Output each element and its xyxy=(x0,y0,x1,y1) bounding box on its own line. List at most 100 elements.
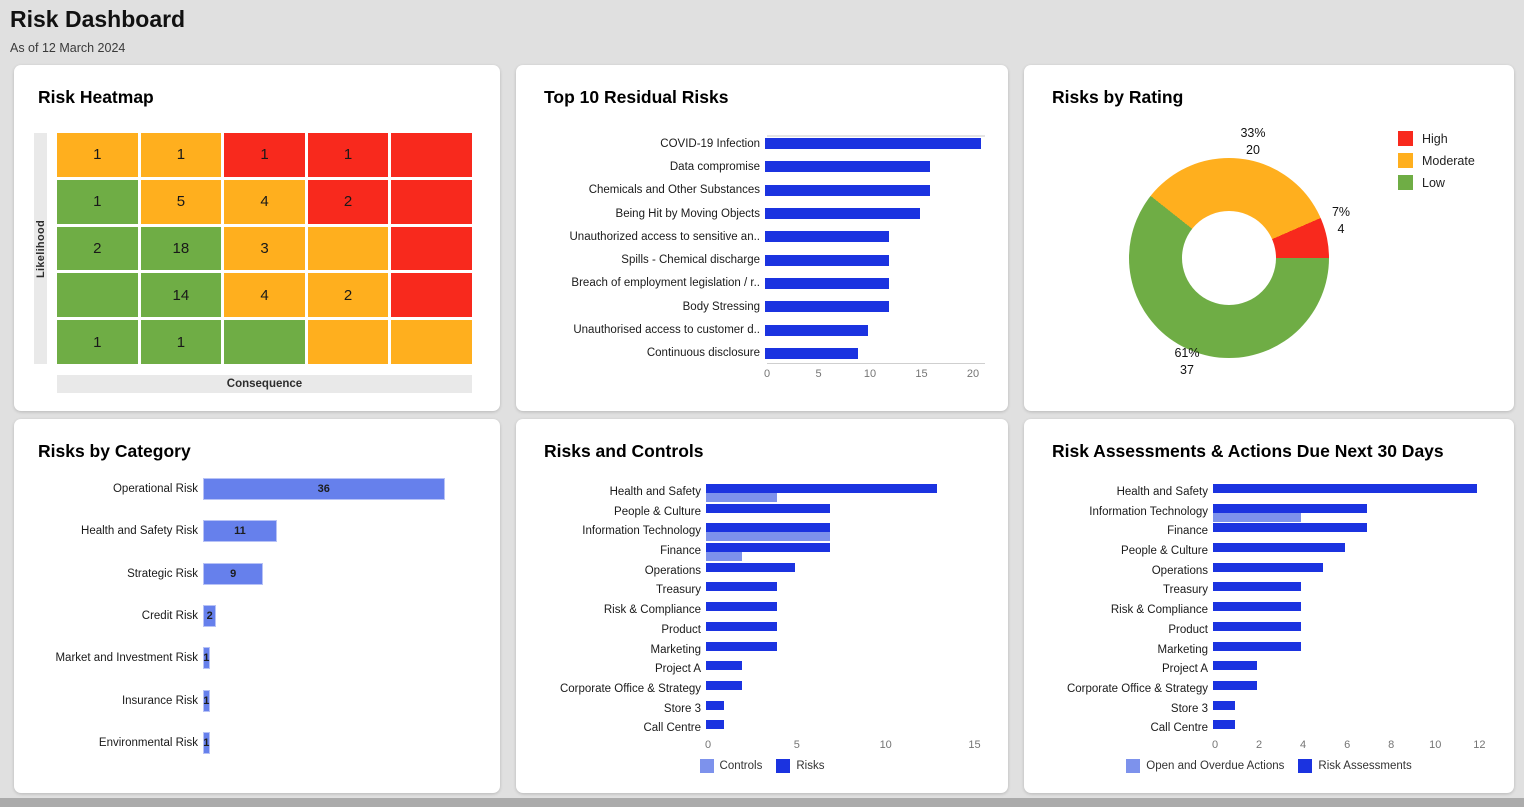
bar-segment[interactable] xyxy=(765,208,920,220)
bar-track xyxy=(706,719,1008,739)
bar-segment-primary[interactable] xyxy=(706,602,778,612)
bar-segment-secondary[interactable] xyxy=(706,532,831,542)
heatmap-cell[interactable] xyxy=(391,320,472,364)
bar-segment[interactable] xyxy=(765,324,868,336)
bar-segment[interactable] xyxy=(765,301,889,313)
x-axis-tick: 20 xyxy=(966,368,980,380)
heatmap-cell[interactable]: 5 xyxy=(140,179,222,224)
table-row: Marketing xyxy=(1024,641,1514,661)
bar-track xyxy=(1213,542,1514,562)
bar-segment[interactable] xyxy=(765,277,889,289)
table-row: Unauthorised access to customer d.. xyxy=(516,318,1008,341)
bar-segment-primary[interactable] xyxy=(1213,621,1302,631)
bar-segment-primary[interactable] xyxy=(706,700,724,710)
heatmap-cell[interactable] xyxy=(307,320,389,364)
bar-segment-primary[interactable] xyxy=(1213,582,1302,592)
bar-value-label: 9 xyxy=(230,567,237,580)
bar-segment[interactable] xyxy=(765,347,858,359)
heatmap-cell[interactable]: 1 xyxy=(307,133,389,177)
bar-segment-primary[interactable] xyxy=(1213,680,1258,690)
bar-segment-primary[interactable] xyxy=(1213,661,1258,671)
bar-segment-secondary[interactable] xyxy=(706,493,778,502)
bar-segment-primary[interactable] xyxy=(706,661,742,671)
heatmap-cell[interactable] xyxy=(391,273,472,318)
bar-segment-primary[interactable] xyxy=(706,503,831,513)
bar-segment-primary[interactable] xyxy=(1213,641,1302,651)
heatmap-cell[interactable]: 2 xyxy=(307,179,389,224)
bar-track xyxy=(765,248,1008,271)
bar-segment-primary[interactable] xyxy=(706,543,831,553)
heatmap-cell[interactable]: 1 xyxy=(224,133,305,177)
heatmap-cell[interactable] xyxy=(224,320,305,364)
x-axis-tick: 15 xyxy=(968,739,981,751)
bar-segment[interactable] xyxy=(765,161,930,173)
heatmap-cell[interactable]: 3 xyxy=(224,226,305,271)
heatmap-cell[interactable]: 2 xyxy=(57,226,138,271)
bar-segment-primary[interactable] xyxy=(1213,602,1302,612)
bar-segment[interactable]: 1 xyxy=(203,689,210,712)
bar-segment[interactable]: 11 xyxy=(203,520,277,543)
legend-item[interactable]: Moderate xyxy=(1398,153,1475,168)
bar-segment[interactable]: 36 xyxy=(203,478,445,501)
bar-segment[interactable]: 9 xyxy=(203,562,264,585)
table-row: Body Stressing xyxy=(516,295,1008,318)
bar-track xyxy=(1213,581,1514,601)
legend-item[interactable]: Risks xyxy=(776,759,824,773)
bar-segment-primary[interactable] xyxy=(706,621,778,631)
heatmap-cell[interactable]: 1 xyxy=(57,320,138,364)
bar-segment[interactable] xyxy=(765,231,889,243)
table-row: Operational Risk 36 xyxy=(14,468,500,510)
legend-label: Controls xyxy=(719,760,763,772)
heatmap-cell[interactable] xyxy=(391,226,472,271)
bar-segment-primary[interactable] xyxy=(1213,720,1235,730)
bar-track xyxy=(706,581,1008,601)
bar-segment-primary[interactable] xyxy=(1213,562,1324,572)
bar-segment-primary[interactable] xyxy=(1213,484,1478,493)
bar-segment-primary[interactable] xyxy=(706,562,795,572)
bar-rows: COVID-19 Infection Data compromise Chemica… xyxy=(516,132,1008,365)
heatmap-cell[interactable]: 14 xyxy=(140,273,222,318)
table-row: Project A xyxy=(516,660,1008,680)
bar-segment-primary[interactable] xyxy=(706,484,937,493)
bar-segment[interactable]: 1 xyxy=(203,647,210,670)
bar-segment[interactable] xyxy=(765,254,889,266)
heatmap-cell[interactable]: 18 xyxy=(140,226,222,271)
heatmap-cell[interactable]: 1 xyxy=(140,320,222,364)
bar-segment[interactable]: 2 xyxy=(203,605,217,628)
bar-segment[interactable] xyxy=(765,138,982,150)
bar-segment-primary[interactable] xyxy=(706,582,778,592)
legend-item[interactable]: Risk Assessments xyxy=(1298,759,1412,773)
bar-segment-primary[interactable] xyxy=(706,720,724,730)
bar-segment-primary[interactable] xyxy=(1213,543,1346,553)
bar-segment-primary[interactable] xyxy=(706,523,831,533)
legend-item[interactable]: High xyxy=(1398,131,1475,146)
heatmap-cell[interactable] xyxy=(307,226,389,271)
bar-segment-primary[interactable] xyxy=(1213,503,1368,513)
heatmap-cell[interactable] xyxy=(391,179,472,224)
heatmap-cell[interactable] xyxy=(391,133,472,177)
chart-legend: Open and Overdue Actions Risk Assessments xyxy=(1024,759,1514,773)
heatmap-cell[interactable]: 4 xyxy=(224,179,305,224)
table-row: Finance xyxy=(1024,522,1514,542)
heatmap-cell[interactable]: 2 xyxy=(307,273,389,318)
legend-item[interactable]: Controls xyxy=(699,759,763,773)
bar-segment[interactable]: 1 xyxy=(203,731,210,754)
bar-segment-secondary[interactable] xyxy=(706,552,742,562)
heatmap-cell[interactable]: 1 xyxy=(57,179,138,224)
heatmap-cell[interactable]: 1 xyxy=(140,133,222,177)
heatmap-cell[interactable] xyxy=(57,273,138,318)
x-axis-tick: 5 xyxy=(815,368,822,380)
bar-segment-primary[interactable] xyxy=(706,680,742,690)
heatmap-cell[interactable]: 4 xyxy=(224,273,305,318)
x-axis-tick: 12 xyxy=(1473,739,1486,751)
legend-item[interactable]: Open and Overdue Actions xyxy=(1126,759,1284,773)
legend-item[interactable]: Low xyxy=(1398,175,1475,190)
heatmap-cell[interactable]: 1 xyxy=(57,133,138,177)
bar-segment-primary[interactable] xyxy=(706,641,778,651)
bar-segment-primary[interactable] xyxy=(1213,700,1235,710)
table-row: Marketing xyxy=(516,641,1008,661)
bar-segment-primary[interactable] xyxy=(1213,523,1368,533)
bar-category-label: Treasury xyxy=(656,584,701,597)
bar-segment-secondary[interactable] xyxy=(1213,512,1302,522)
bar-segment[interactable] xyxy=(765,184,930,196)
